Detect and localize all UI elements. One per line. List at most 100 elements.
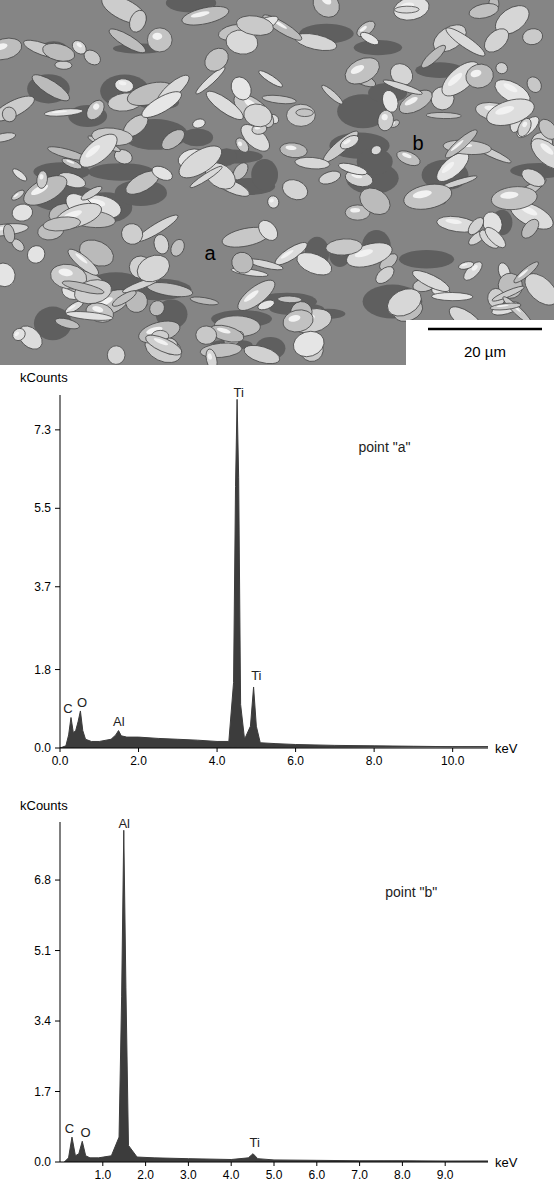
grain-highlight [521,121,528,128]
grain [294,156,330,170]
grain-highlight [349,63,365,76]
grain [126,8,149,35]
x-tick [295,748,296,752]
grain-highlight [52,110,68,113]
peak-label: Ti [233,385,243,400]
grain [286,104,315,127]
peak-label: C [65,1121,74,1136]
grain [2,223,17,244]
grain [143,331,184,359]
grain [512,259,541,285]
grain [41,40,77,64]
grain [458,260,475,271]
grain-highlight [470,69,483,79]
grain [338,133,361,152]
x-tick-label: 1.0 [94,1168,111,1182]
grain [107,345,125,364]
y-tick [55,586,60,587]
grain-highlight [13,193,19,198]
grain [426,112,461,119]
grain [242,342,282,365]
grain [138,87,184,122]
x-tick-label: 3.0 [180,1168,197,1182]
x-tick [402,1162,403,1166]
grain [518,216,542,241]
grain [290,327,327,360]
grain-highlight [412,189,432,200]
grain [0,131,16,144]
grain [294,248,335,280]
grain-highlight [494,104,515,116]
grain [36,170,49,189]
grain-highlight [350,208,360,213]
grain-highlight [461,263,467,267]
grain-highlight [445,218,462,225]
peak-label: C [63,701,72,716]
y-tick-label: 3.7 [34,580,51,594]
y-tick-label: 0.0 [34,1155,51,1169]
y-axis-title: kCounts [20,798,68,813]
grain [61,156,83,171]
grain [180,3,230,29]
grain [168,237,187,258]
grain-highlight [496,304,509,307]
x-tick-label: 8.0 [366,754,383,768]
grain [24,242,49,267]
x-tick-label: 8.0 [394,1168,411,1182]
grain [10,326,27,343]
grain-highlight [440,160,455,174]
x-tick-label: 6.0 [287,754,304,768]
point-label: a [204,242,216,264]
grain [192,118,207,130]
grain [195,325,217,344]
x-tick [359,1162,360,1166]
grain [515,116,534,139]
grain-highlight [153,337,169,347]
grain [54,316,81,331]
y-tick-label: 1.8 [34,663,51,677]
grain [480,24,513,57]
peak-label: O [81,1125,91,1140]
x-tick-label: 0.0 [52,754,69,768]
grain [227,73,255,103]
x-tick [102,1162,103,1166]
x-tick [374,748,375,752]
grain-highlight [39,174,44,180]
grain [147,298,168,319]
x-tick [138,748,139,752]
x-tick [452,748,453,752]
grain [465,215,486,238]
grain [79,184,103,203]
grain [70,38,89,57]
grain [494,61,509,76]
grain [320,127,362,165]
peak-label: O [77,695,87,710]
grain [294,30,339,54]
grain [317,169,342,187]
x-tick-label: 9.0 [437,1168,454,1182]
grain [203,87,247,124]
dark-phase [181,128,213,146]
grain [279,176,310,204]
x-axis-title: keV [495,1155,518,1170]
grain-highlight [500,191,519,200]
scale-bar-label: 20 µm [464,343,506,360]
grain [266,194,280,209]
grain [241,101,274,130]
grain [158,126,188,154]
grain [262,94,297,105]
grain [233,136,251,155]
grain [118,220,147,249]
grain [402,180,454,213]
grain [42,215,81,233]
grain [337,161,368,177]
x-tick [60,748,61,752]
grain-highlight [343,138,352,145]
grain [482,224,509,251]
y-tick [55,1021,60,1022]
grain [235,13,275,38]
grain [110,288,138,309]
y-tick [55,508,60,509]
grain [44,107,83,117]
point-caption: point "b" [385,884,437,900]
